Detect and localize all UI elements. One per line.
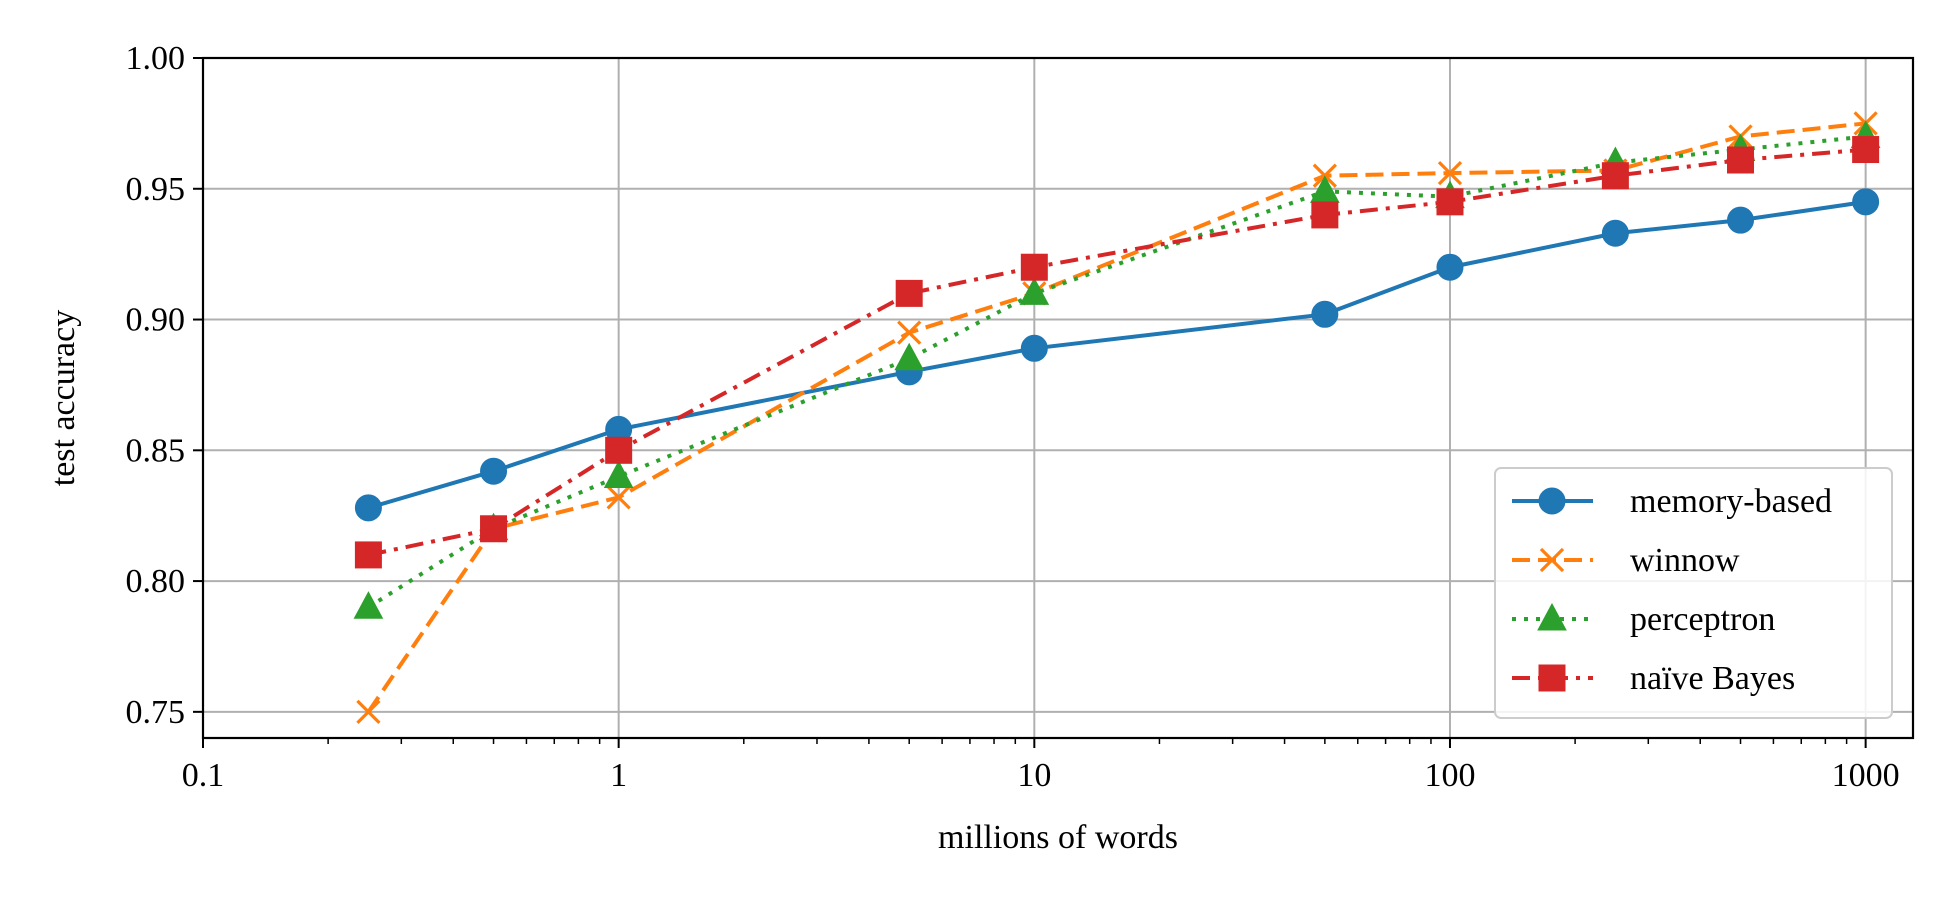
series-line: [367, 199, 1866, 510]
x-tick-label: 1000: [1832, 757, 1900, 794]
data-point: [1020, 253, 1048, 281]
y-tick-label: 0.85: [126, 432, 186, 469]
legend-marker: [1537, 602, 1567, 631]
data-point: [1601, 219, 1629, 247]
legend-label: memory-based: [1630, 483, 1832, 520]
data-point: [356, 699, 381, 724]
series-layer: [353, 111, 1881, 724]
y-tick-label: 1.00: [126, 40, 186, 77]
x-tick-label: 10: [1017, 757, 1051, 794]
data-point: [606, 485, 631, 510]
data-point: [1727, 146, 1755, 174]
x-tick-label: 100: [1424, 757, 1475, 794]
data-point: [1727, 206, 1755, 234]
x-tick-label: 1: [610, 757, 627, 794]
y-tick-label: 0.75: [126, 694, 186, 731]
legend-label: naïve Bayes: [1630, 660, 1795, 697]
data-point: [480, 515, 508, 543]
data-point: [480, 457, 508, 485]
data-point: [1311, 300, 1339, 328]
legend-marker: [1539, 547, 1565, 573]
series-line: [367, 147, 1866, 557]
plot-frame: [201, 56, 1915, 740]
tick-labels: 0.75 0.80 0.85 0.90 0.95 1.00 0.1 1 10 100 1000: [126, 40, 1900, 794]
data-point: [894, 342, 925, 371]
legend-marker: [1538, 487, 1566, 515]
data-point: [1437, 160, 1463, 186]
legend: memory-based winnow perceptron naïve Bayes: [1494, 467, 1893, 719]
legend-marker: [1538, 664, 1566, 692]
data-point: [1436, 188, 1464, 216]
data-point: [1436, 253, 1464, 281]
y-tick-label: 0.90: [126, 302, 186, 339]
legend-label: perceptron: [1630, 601, 1775, 638]
data-point: [1311, 201, 1339, 229]
data-point: [353, 591, 384, 619]
data-point: [603, 460, 634, 488]
y-tick-label: 0.80: [126, 563, 186, 600]
data-point: [897, 320, 922, 345]
data-point: [1601, 162, 1629, 190]
data-point: [354, 494, 382, 522]
data-point: [1852, 188, 1880, 216]
x-axis-title: millions of words: [938, 819, 1178, 856]
series-3: [354, 136, 1880, 569]
data-point: [895, 279, 923, 307]
data-point: [605, 436, 633, 464]
axis-ticks: [193, 57, 1867, 748]
data-point: [1019, 277, 1050, 305]
legend-box: [1494, 467, 1893, 719]
data-point: [1020, 334, 1048, 362]
series-line: [366, 121, 1866, 713]
data-point: [1852, 136, 1880, 164]
legend-label: winnow: [1630, 542, 1740, 579]
data-point: [354, 541, 382, 569]
y-axis-title: test accuracy: [45, 310, 82, 487]
y-tick-label: 0.95: [126, 171, 186, 208]
x-tick-label: 0.1: [182, 757, 225, 794]
